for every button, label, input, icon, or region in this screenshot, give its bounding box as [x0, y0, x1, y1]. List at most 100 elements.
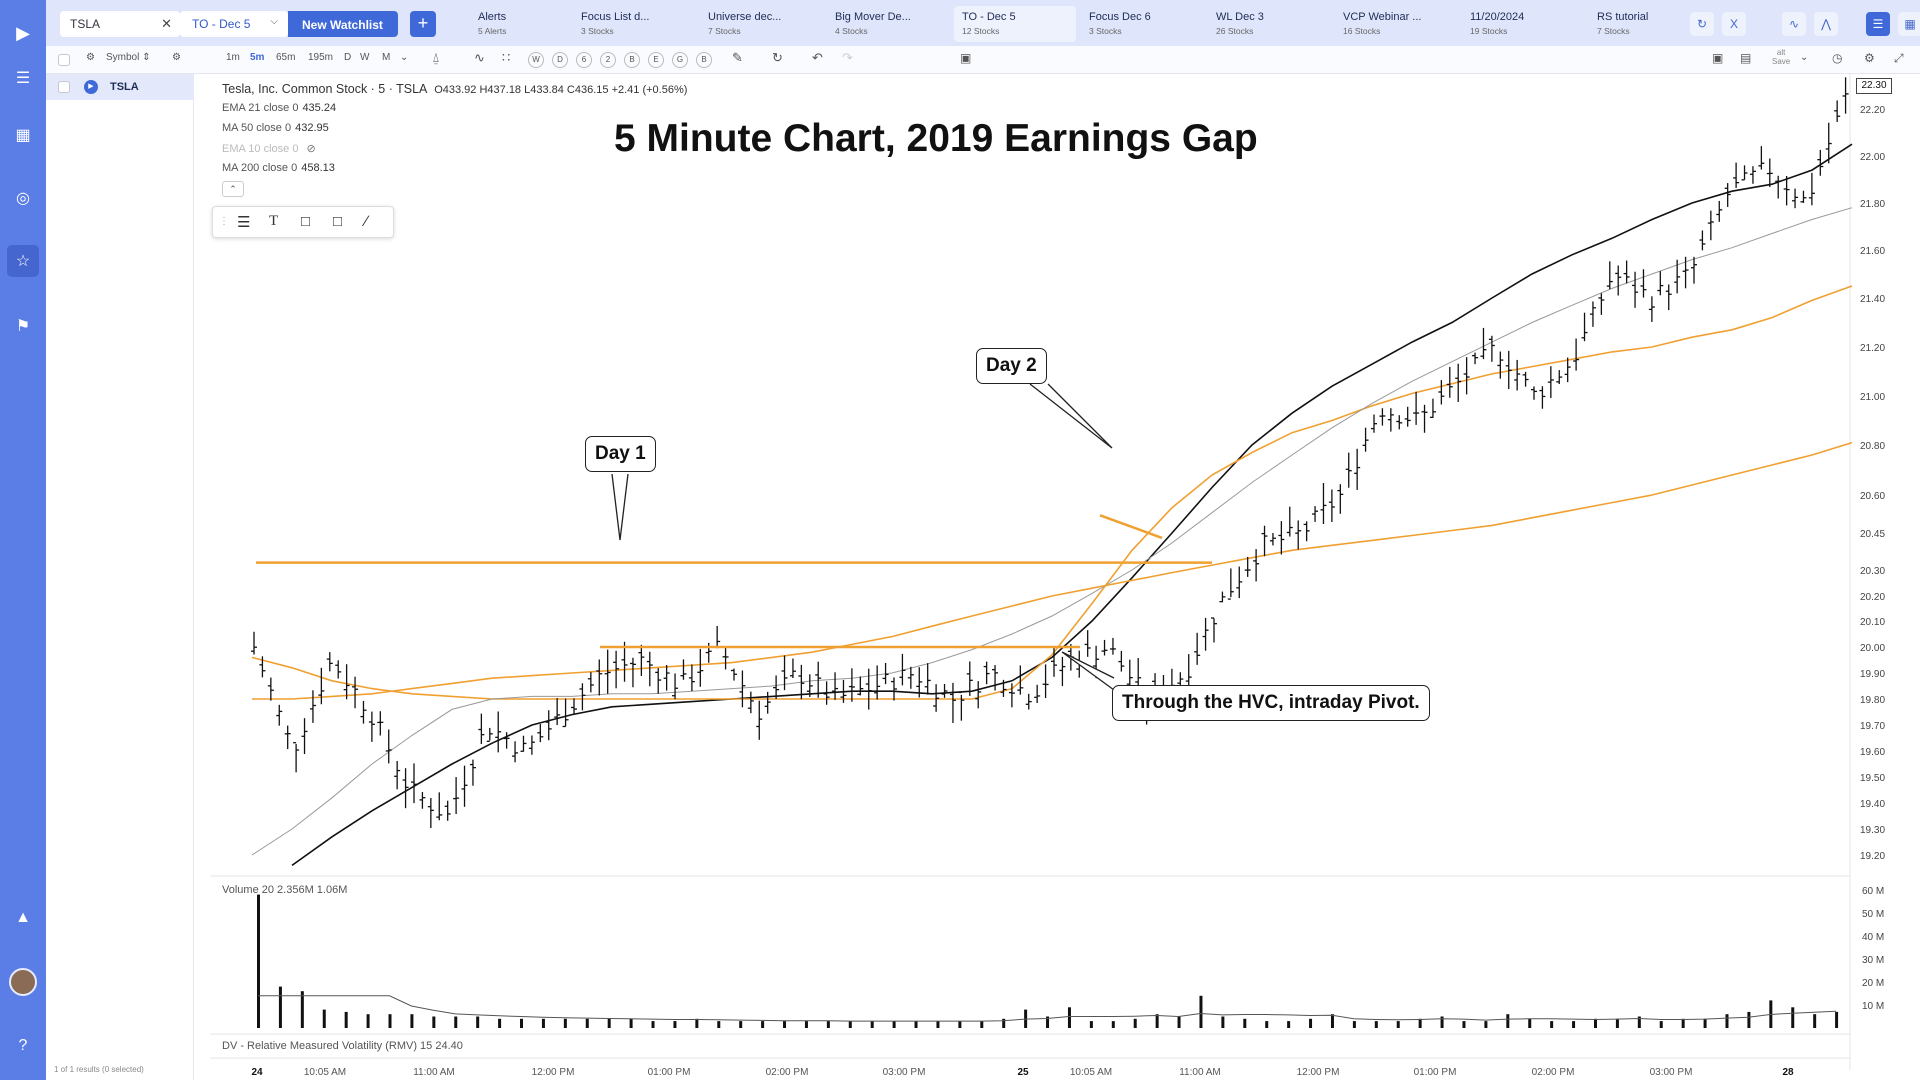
watchlist-select[interactable]: TO - Dec 5 ⌵ [180, 11, 288, 37]
preset-e[interactable]: E [648, 52, 664, 68]
interval-5m[interactable]: 5m [250, 52, 265, 63]
clock-icon[interactable]: ◷ [1832, 51, 1843, 65]
close-icon[interactable]: ✕ [161, 16, 172, 31]
row-checkbox[interactable] [58, 81, 70, 93]
volume-bar [1637, 1016, 1641, 1028]
chevron-down-icon[interactable]: ⌄ [1800, 52, 1809, 63]
text-tool-icon[interactable]: T [269, 213, 279, 229]
tab-11-20-2024[interactable]: 11/20/2024 19 Stocks [1470, 11, 1525, 36]
play-logo-icon[interactable]: ▶ [16, 22, 30, 43]
interval-1m[interactable]: 1m [226, 52, 240, 63]
calendar-icon[interactable]: ▣ [960, 51, 972, 65]
menu-lines-icon[interactable]: ☰ [15, 70, 31, 87]
avatar[interactable] [9, 968, 37, 996]
interval-65m[interactable]: 65m [276, 52, 296, 63]
fullscreen-icon[interactable]: ⤢ [1894, 51, 1904, 65]
line-tool-icon[interactable]: ∕ [365, 213, 368, 230]
tab-big-mover[interactable]: Big Mover De... 4 Stocks [835, 11, 911, 36]
y-tick-label: 21.60 [1860, 246, 1885, 257]
x-logo-icon[interactable]: X [1722, 12, 1746, 36]
gear-icon[interactable]: ⚙ [86, 52, 95, 63]
preset-b[interactable]: B [624, 52, 640, 68]
x-tick-label: 10:05 AM [1070, 1067, 1112, 1078]
star-icon[interactable]: ☆ [7, 245, 39, 277]
interval-d[interactable]: D [344, 52, 352, 63]
volume-bar [651, 1021, 655, 1028]
volume-bar [344, 1011, 348, 1028]
symbol-list: ▶ TSLA 1 of 1 results (0 selected) [46, 74, 194, 1080]
preset-g[interactable]: G [672, 52, 688, 68]
volume-bar [1484, 1021, 1488, 1028]
volume-bar [1506, 1014, 1510, 1028]
y-tick-label: 19.30 [1860, 825, 1885, 836]
indicators-icon[interactable]: ∿ [474, 50, 485, 65]
tab-alerts[interactable]: Alerts 5 Alerts [478, 11, 507, 36]
list-view-icon[interactable]: ☰ [1866, 12, 1890, 36]
tab-universe[interactable]: Universe dec... 7 Stocks [708, 11, 782, 36]
help-icon[interactable]: ? [18, 1037, 28, 1054]
collapse-legend-button[interactable]: ⌃ [222, 181, 244, 197]
tab-rs-tutorial[interactable]: RS tutorial 7 Stocks [1597, 11, 1649, 36]
refresh-icon[interactable]: ↻ [772, 50, 783, 65]
megaphone-icon[interactable]: ⚑ [15, 318, 31, 335]
add-button[interactable]: + [410, 11, 436, 37]
settings-icon[interactable]: ⚙ [172, 52, 181, 63]
y-tick-label: 21.40 [1860, 294, 1885, 305]
layout-icon[interactable]: ▦ [15, 127, 31, 144]
preset-w[interactable]: W [528, 52, 544, 68]
symbol-search-input[interactable]: TSLA ✕ [60, 11, 180, 37]
play-icon[interactable]: ▶ [84, 80, 98, 94]
tab-vcp-webinar[interactable]: VCP Webinar ... 16 Stocks [1343, 11, 1422, 36]
rectangle-tool-icon[interactable]: □ [301, 213, 311, 230]
callout-tool-icon[interactable]: □ [333, 213, 343, 230]
grid-view-icon[interactable]: ▦ [1898, 12, 1920, 36]
chevron-down-icon[interactable]: ⌄ [400, 52, 409, 63]
list-item[interactable]: ▶ TSLA [46, 74, 194, 100]
layout-grid-icon[interactable]: ∷ [502, 50, 511, 65]
y-tick-label: 19.90 [1860, 669, 1885, 680]
tab-to-dec5[interactable]: TO - Dec 5 12 Stocks [954, 6, 1076, 42]
interval-m[interactable]: M [382, 52, 391, 63]
candles-icon[interactable]: ⍙ [432, 50, 440, 65]
new-watchlist-button[interactable]: New Watchlist [288, 11, 398, 37]
preset-6[interactable]: 6 [576, 52, 592, 68]
compare-icon[interactable]: ⋀ [1814, 12, 1838, 36]
select-all-checkbox[interactable] [58, 54, 70, 66]
volume-bar [1133, 1018, 1137, 1028]
eye-off-icon[interactable]: ⊘ [306, 143, 316, 155]
volume-bar [1221, 1016, 1225, 1028]
symbol-sort[interactable]: Symbol ⇕ [106, 52, 151, 63]
volume-bar [520, 1018, 524, 1028]
preset-d[interactable]: D [552, 52, 568, 68]
legend-ema21[interactable]: EMA 21 close 0 435.24 [222, 102, 337, 114]
drag-handle-icon[interactable]: ⋮ [219, 216, 229, 227]
save-layout-button[interactable]: alt Save [1772, 48, 1791, 66]
preset-2[interactable]: 2 [600, 52, 616, 68]
screenshot-icon[interactable]: ▣ [1712, 51, 1724, 65]
volume-tick-label: 60 M [1862, 886, 1884, 897]
share-icon[interactable]: ↻ [1690, 12, 1714, 36]
volume-bar [1002, 1018, 1006, 1028]
redo-icon[interactable]: ↷ [842, 50, 853, 65]
fib-tool-icon[interactable]: ☰ [237, 214, 251, 231]
interval-195m[interactable]: 195m [308, 52, 334, 63]
x-tick-label: 12:00 PM [1297, 1067, 1340, 1078]
legend-ma50[interactable]: MA 50 close 0 432.95 [222, 122, 329, 134]
legend-ma200[interactable]: MA 200 close 0 458.13 [222, 162, 335, 174]
eraser-icon[interactable]: ✎ [732, 50, 743, 65]
target-icon[interactable]: ◎ [16, 190, 30, 207]
instrument-name: Tesla, Inc. Common Stock · 5 · TSLA [222, 82, 427, 96]
undo-icon[interactable]: ↶ [812, 50, 823, 65]
preset-b2[interactable]: B [696, 52, 712, 68]
callout-pointer-day1 [611, 473, 629, 541]
tab-wl-dec3[interactable]: WL Dec 3 26 Stocks [1216, 11, 1264, 36]
tab-focus-list[interactable]: Focus List d... 3 Stocks [581, 11, 650, 36]
gear-icon[interactable]: ⚙ [1864, 51, 1875, 65]
legend-ema10[interactable]: EMA 10 close 0 ⊘ [222, 143, 316, 155]
graduation-cap-icon[interactable]: ▲ [15, 909, 31, 926]
folder-icon[interactable]: ▤ [1740, 51, 1752, 65]
line-chart-icon[interactable]: ∿ [1782, 12, 1806, 36]
interval-w[interactable]: W [360, 52, 370, 63]
